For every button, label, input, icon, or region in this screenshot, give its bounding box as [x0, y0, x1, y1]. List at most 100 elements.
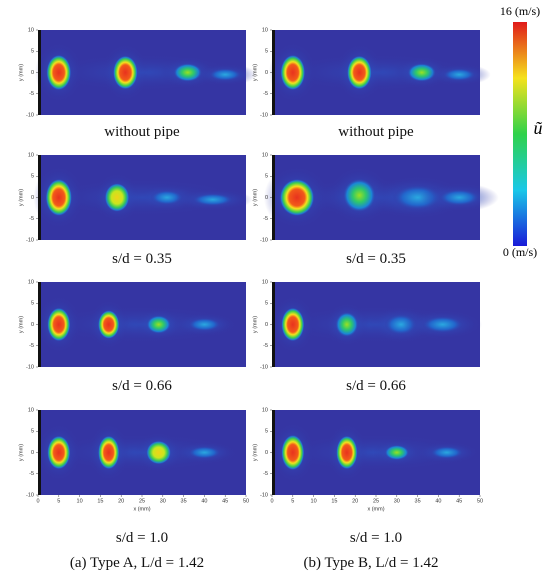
x-tick-label: 30: [160, 498, 166, 504]
jet: [208, 68, 242, 81]
y-tick-label: -5: [29, 91, 34, 97]
pipe-wall: [272, 155, 275, 240]
y-tick-label: 5: [31, 174, 34, 180]
panel: 10 5 0 -5 -10 y (mm) s/d = 0.35: [18, 152, 253, 267]
jet: [280, 54, 306, 91]
jet: [97, 310, 120, 339]
y-tick-label: 10: [28, 152, 34, 158]
y-tick-label: 5: [31, 301, 34, 307]
x-tick-label: 40: [201, 498, 207, 504]
x-tick-label: 15: [331, 498, 337, 504]
panel-caption: s/d = 0.35: [112, 251, 172, 267]
pipe-wall: [272, 282, 275, 367]
jet: [187, 446, 222, 459]
panel-caption: s/d = 0.66: [346, 378, 406, 394]
y-tick-label: -10: [260, 112, 268, 118]
column-caption: (a) Type A, L/d = 1.42: [70, 555, 204, 571]
jet: [335, 311, 359, 338]
x-tick-label: 40: [435, 498, 441, 504]
y-tick-label: -5: [263, 343, 268, 349]
y-tick-label: -5: [263, 91, 268, 97]
x-tick-label: 15: [97, 498, 103, 504]
jet: [104, 183, 130, 212]
x-axis-label: x (mm): [133, 506, 150, 512]
y-tick-label: 0: [265, 450, 268, 456]
jet: [438, 189, 481, 206]
y-tick-label: -10: [260, 492, 268, 498]
jet: [384, 444, 410, 461]
y-tick-label: -5: [29, 343, 34, 349]
x-tick-label: 50: [477, 498, 483, 504]
y-axis-label: y (mm): [18, 189, 24, 206]
jet: [442, 68, 476, 81]
jet: [46, 54, 72, 91]
y-tick-label: 5: [265, 429, 268, 435]
x-tick-label: 20: [118, 498, 124, 504]
x-tick-label: 45: [222, 498, 228, 504]
jet: [97, 435, 120, 470]
x-axis-label: x (mm): [367, 506, 384, 512]
panel-caption: s/d = 0.66: [112, 378, 172, 394]
panel-caption: s/d = 1.0: [350, 530, 402, 546]
y-tick-label: -5: [263, 471, 268, 477]
jet: [47, 307, 71, 342]
x-tick-label: 5: [57, 498, 60, 504]
x-tick-label: 10: [77, 498, 83, 504]
panel: 10 5 0 -5 -10 y (mm) s/d = 0.35: [252, 152, 499, 267]
y-tick-label: 0: [265, 70, 268, 76]
y-tick-label: 10: [28, 27, 34, 33]
y-tick-label: 10: [262, 407, 268, 413]
y-axis-label: y (mm): [18, 316, 24, 333]
column-caption: (b) Type B, L/d = 1.42: [303, 555, 438, 571]
pipe-wall: [272, 410, 275, 495]
y-tick-label: 0: [31, 322, 34, 328]
panel-caption: s/d = 0.35: [346, 251, 406, 267]
y-tick-label: 10: [262, 279, 268, 285]
x-tick-label: 10: [311, 498, 317, 504]
jet: [112, 55, 138, 90]
x-tick-label: 50: [243, 498, 249, 504]
jet: [187, 317, 222, 332]
pipe-wall: [38, 282, 41, 367]
pipe-wall: [272, 30, 275, 115]
y-tick-label: 5: [265, 301, 268, 307]
y-tick-label: -10: [26, 237, 34, 243]
jet: [281, 307, 305, 342]
colorbar-max: 16 (m/s): [500, 4, 540, 18]
y-tick-label: -5: [29, 216, 34, 222]
panel: 10 5 0 -5 -10 y (mm) s/d = 0.66: [252, 279, 483, 394]
y-axis-label: y (mm): [252, 64, 258, 81]
panel: 10 5 0 -5 -10 y (mm) without pipe: [252, 27, 491, 140]
jet: [430, 446, 464, 459]
panel-caption: without pipe: [104, 124, 180, 140]
y-tick-label: 10: [262, 152, 268, 158]
colorbar-symbol: ũ: [534, 118, 543, 138]
jet: [146, 315, 172, 334]
y-tick-label: 10: [28, 279, 34, 285]
x-tick-label: 30: [394, 498, 400, 504]
jet: [279, 178, 315, 217]
y-tick-label: 0: [265, 322, 268, 328]
x-tick-label: 35: [181, 498, 187, 504]
y-tick-label: 0: [31, 195, 34, 201]
jet: [146, 440, 172, 465]
panel-caption: without pipe: [338, 124, 414, 140]
pipe-wall: [38, 30, 41, 115]
colorbar-min: 0 (m/s): [503, 245, 537, 259]
y-tick-label: -10: [26, 492, 34, 498]
y-tick-label: 5: [31, 49, 34, 55]
x-tick-label: 0: [270, 498, 273, 504]
jet: [281, 434, 305, 471]
y-tick-label: 0: [31, 450, 34, 456]
y-tick-label: -5: [29, 471, 34, 477]
y-tick-label: 0: [265, 195, 268, 201]
x-tick-label: 45: [456, 498, 462, 504]
colorbar: [513, 22, 527, 246]
jet: [45, 178, 73, 217]
y-tick-label: -5: [263, 216, 268, 222]
x-tick-label: 35: [415, 498, 421, 504]
jet: [336, 435, 358, 470]
jet: [191, 193, 234, 206]
